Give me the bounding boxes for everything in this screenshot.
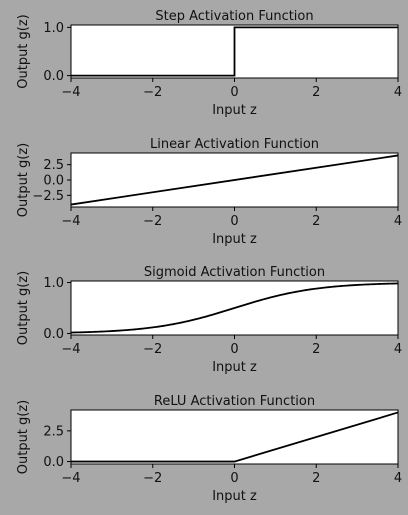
subplot-step: Step Activation Function −4 −2 0 2 4 Input z 0.…	[16, 9, 402, 118]
y-axis-label: Output g(z)	[16, 143, 31, 218]
x-tick-label: 2	[312, 342, 320, 357]
x-tick-label: 0	[230, 214, 238, 229]
series-line	[70, 154, 399, 206]
y-tick-label: 0.0	[43, 174, 64, 189]
x-axis-label: Input z	[212, 232, 257, 247]
x-tick-label: −4	[61, 214, 80, 229]
plot-area	[70, 409, 399, 465]
x-tick-label: −2	[143, 214, 162, 229]
series-line	[71, 26, 398, 77]
subplot-linear: Linear Activation Function −4 −2 0 2 4 Input z…	[16, 137, 402, 247]
x-axis-label: Input z	[212, 489, 257, 504]
subplot-relu: ReLU Activation Function −4 −2 0 2 4 Input z 0.…	[16, 394, 402, 504]
y-axis-label: Output g(z)	[16, 400, 31, 475]
subplot-sigmoid: Sigmoid Activation Function −4 −2 0 2 4 Input …	[16, 265, 402, 375]
x-tick-label: −4	[61, 342, 80, 357]
y-axis-label: Output g(z)	[16, 271, 31, 346]
x-tick-label: 2	[312, 214, 320, 229]
chart-title: Linear Activation Function	[150, 137, 319, 152]
x-tick-label: 2	[312, 85, 320, 100]
x-tick-label: −2	[143, 85, 162, 100]
x-tick-label: 4	[394, 214, 402, 229]
chart-title: ReLU Activation Function	[154, 394, 315, 409]
x-tick-label: −2	[143, 342, 162, 357]
x-tick-label: −4	[61, 85, 80, 100]
y-tick-label: −2.5	[32, 189, 64, 204]
y-tick-label: 0.0	[43, 69, 64, 84]
y-tick-label: 0.0	[43, 327, 64, 342]
x-tick-label: 0	[230, 342, 238, 357]
x-tick-label: 0	[230, 85, 238, 100]
y-axis-label: Output g(z)	[16, 14, 31, 89]
x-tick-label: 0	[230, 471, 238, 486]
x-tick-label: −4	[61, 471, 80, 486]
y-tick-label: 0.0	[43, 455, 64, 470]
x-tick-label: 4	[394, 471, 402, 486]
x-tick-label: −2	[143, 471, 162, 486]
chart-title: Sigmoid Activation Function	[144, 265, 325, 280]
x-axis-label: Input z	[212, 103, 257, 118]
x-tick-label: 2	[312, 471, 320, 486]
x-axis-label: Input z	[212, 360, 257, 375]
y-tick-label: 1.0	[43, 276, 64, 291]
x-tick-label: 4	[394, 342, 402, 357]
chart-title: Step Activation Function	[155, 9, 313, 24]
series-line	[71, 411, 399, 463]
y-tick-label: 1.0	[43, 21, 64, 36]
x-tick-label: 4	[394, 85, 402, 100]
y-tick-label: 2.5	[43, 158, 64, 173]
y-tick-label: 2.5	[43, 424, 64, 439]
series-line	[70, 282, 399, 334]
